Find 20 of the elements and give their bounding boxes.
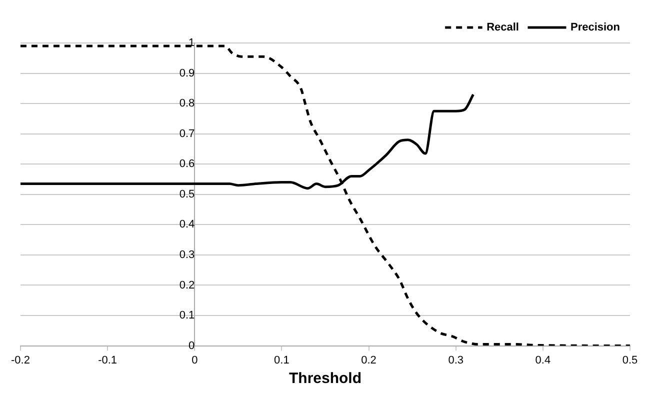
y-tick-label: 0.2 — [179, 279, 195, 292]
x-tick-label: 0.5 — [622, 354, 638, 366]
y-tick-label: 0.5 — [179, 188, 195, 200]
y-tick-label: 0.3 — [179, 248, 195, 261]
legend-label: Recall — [486, 22, 519, 34]
y-tick-label: 0.4 — [179, 218, 195, 231]
y-tick-label: 0.9 — [179, 67, 195, 80]
y-tick-label: 0.7 — [179, 128, 195, 140]
legend-label: Precision — [570, 22, 620, 34]
x-tick-label: 0.4 — [535, 354, 551, 366]
x-tick-label: 0.2 — [361, 354, 376, 366]
y-tick-label: 0 — [188, 340, 195, 352]
y-tick-label: 0.6 — [179, 158, 195, 170]
x-tick-label: 0.3 — [448, 354, 464, 366]
x-tick-label: 0.1 — [274, 354, 290, 366]
y-tick-label: 0.1 — [179, 310, 195, 322]
y-tick-label: 0.8 — [179, 98, 195, 110]
x-tick-label: -0.2 — [10, 354, 30, 366]
x-tick-label: -0.1 — [98, 354, 118, 366]
x-axis-title: Threshold — [288, 370, 362, 388]
